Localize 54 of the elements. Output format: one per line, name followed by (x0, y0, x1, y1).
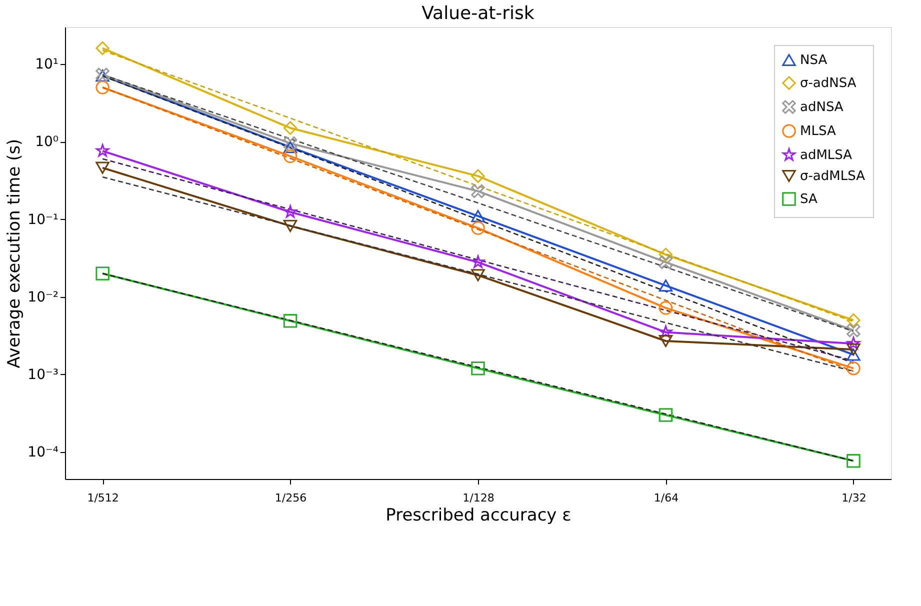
point (471, 210, 485, 222)
legend-label: MLSA (800, 124, 836, 139)
point (471, 269, 485, 282)
y-tick-label: 10¹ (35, 56, 58, 73)
point (471, 221, 485, 235)
point (658, 255, 673, 270)
point (471, 184, 485, 198)
point (96, 266, 110, 280)
point (283, 314, 298, 328)
y-tick-label: 10⁻² (28, 289, 58, 306)
legend-label: σ-adMLSA (800, 169, 866, 184)
y-axis-title: Average execution time (s) (4, 138, 25, 368)
point (471, 255, 485, 268)
point (96, 144, 110, 157)
x-tick-label: 1/256 (274, 492, 307, 504)
legend-label: adNSA (800, 100, 844, 115)
y-tick-label: 10⁻⁴ (28, 444, 59, 461)
point (658, 301, 673, 315)
legend-label: NSA (800, 53, 828, 68)
x-tick-label: 1/128 (462, 492, 494, 504)
point (658, 408, 673, 422)
point (846, 361, 860, 376)
y-tick-label: 10⁰ (35, 134, 59, 150)
legend-label: σ-adNSA (800, 76, 856, 91)
point (96, 162, 110, 174)
point (846, 336, 860, 350)
y-tick-label: 10⁻¹ (28, 212, 58, 228)
point (283, 121, 298, 135)
point (471, 169, 485, 183)
point (846, 324, 860, 338)
point (846, 313, 860, 328)
point (96, 41, 110, 56)
point (658, 279, 673, 292)
point (471, 361, 485, 376)
x-axis-title: Prescribed accuracy ε (386, 506, 572, 526)
point (284, 205, 297, 218)
point (96, 80, 110, 94)
point (846, 348, 860, 361)
point (658, 248, 673, 262)
y-tick-label: 10⁻³ (28, 366, 58, 383)
point (283, 141, 298, 154)
chart-title: Value-at-risk (422, 3, 535, 24)
x-tick-label: 1/64 (654, 492, 679, 504)
legend-label: adMLSA (800, 148, 852, 163)
point (283, 136, 298, 150)
legend-label: SA (800, 192, 818, 207)
x-tick-label: 1/512 (87, 492, 119, 504)
point (846, 454, 860, 468)
point (846, 343, 860, 356)
point (283, 220, 298, 232)
x-tick-label: 1/32 (842, 492, 866, 504)
point (283, 149, 298, 164)
point (659, 325, 672, 338)
point (658, 334, 673, 348)
